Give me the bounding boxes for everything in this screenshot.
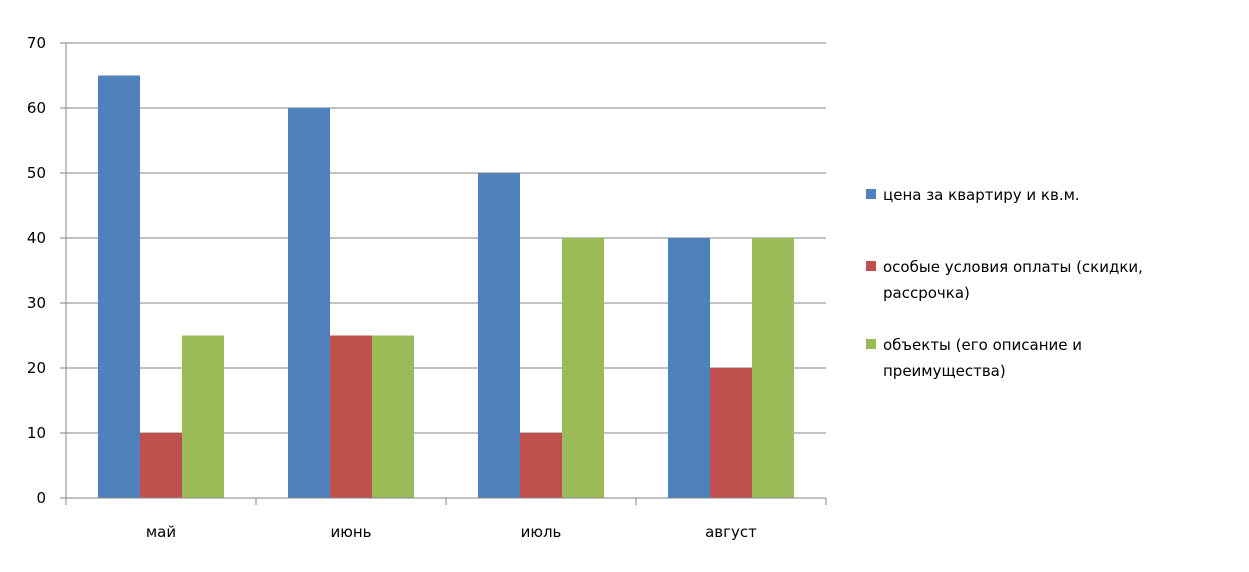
legend-label: цена за квартиру и кв.м. bbox=[883, 186, 1080, 204]
y-tick-label: 60 bbox=[27, 99, 46, 117]
bar bbox=[520, 433, 562, 498]
bar bbox=[752, 238, 794, 498]
legend-swatch bbox=[866, 339, 876, 349]
y-tick-label: 50 bbox=[27, 164, 46, 182]
legend-label: преимущества) bbox=[883, 362, 1006, 380]
bar bbox=[140, 433, 182, 498]
bar bbox=[372, 335, 414, 498]
x-category-label: июль bbox=[521, 523, 562, 541]
legend-swatch bbox=[866, 189, 876, 199]
legend-label: особые условия оплаты (скидки, bbox=[883, 258, 1143, 276]
y-tick-label: 30 bbox=[27, 294, 46, 312]
y-tick-label: 70 bbox=[27, 34, 46, 52]
bar bbox=[288, 108, 330, 498]
bar bbox=[710, 368, 752, 498]
y-tick-label: 20 bbox=[27, 359, 46, 377]
legend-label: объекты (его описание и bbox=[883, 336, 1082, 354]
x-category-label: июнь bbox=[330, 523, 371, 541]
x-category-label: август bbox=[705, 523, 757, 541]
bar bbox=[98, 75, 140, 498]
legend-swatch bbox=[866, 261, 876, 271]
bar bbox=[668, 238, 710, 498]
y-tick-label: 0 bbox=[36, 489, 46, 507]
y-tick-label: 40 bbox=[27, 229, 46, 247]
x-category-labels: май июнь июль август bbox=[146, 523, 757, 541]
bar bbox=[182, 335, 224, 498]
bar bbox=[562, 238, 604, 498]
y-tick-labels: 0 10 20 30 40 50 60 70 bbox=[27, 34, 46, 507]
legend-label: рассрочка) bbox=[883, 284, 970, 302]
y-tick-label: 10 bbox=[27, 424, 46, 442]
bar bbox=[330, 335, 372, 498]
bars bbox=[98, 75, 794, 498]
legend: цена за квартиру и кв.м. особые условия о… bbox=[866, 186, 1143, 380]
x-category-label: май bbox=[146, 523, 176, 541]
bar bbox=[478, 173, 520, 498]
axes bbox=[60, 42, 827, 505]
